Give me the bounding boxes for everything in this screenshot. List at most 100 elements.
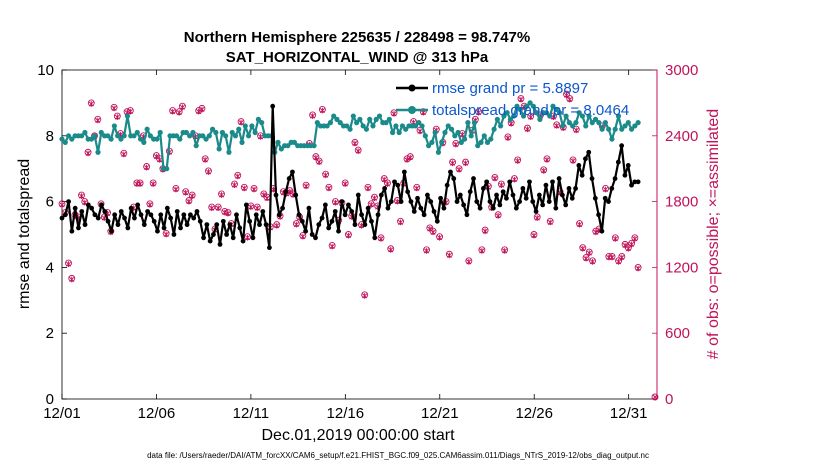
obs-assimilated-point: [554, 123, 560, 129]
x-tick-label: 12/21: [421, 405, 459, 422]
rmse-point: [122, 215, 127, 221]
rmse-point: [559, 192, 565, 198]
rmse-point: [204, 222, 210, 228]
spread-point: [216, 146, 222, 152]
rmse-point: [85, 202, 91, 208]
obs-assimilated-point: [515, 158, 521, 164]
obs-assimilated-point: [231, 182, 238, 189]
rmse-point: [263, 222, 269, 228]
spread-point: [386, 116, 392, 122]
rmse-point: [230, 235, 236, 241]
rmse-point: [76, 225, 81, 231]
spread-point: [507, 116, 514, 122]
spread-point: [550, 103, 556, 109]
obs-assimilated-point: [453, 141, 459, 148]
spread-series: [59, 100, 641, 172]
rmse-point: [464, 212, 470, 218]
obs-assimilated-point: [450, 160, 456, 167]
obs-assimilated-point: [183, 189, 189, 196]
rmse-point: [102, 209, 108, 214]
chart-title-line1: Northern Hemisphere 225635 / 228498 = 98…: [184, 29, 530, 46]
obs-assimilated-point: [495, 212, 501, 219]
rmse-point: [550, 179, 555, 185]
rmse-point: [385, 205, 391, 211]
spread-point: [275, 139, 281, 145]
obs-assimilated-point: [586, 250, 592, 257]
rmse-point: [250, 235, 256, 241]
rmse-point: [220, 218, 226, 224]
rmse-point: [326, 225, 332, 231]
rmse-point: [359, 212, 364, 218]
rmse-point: [296, 212, 302, 218]
obs-assimilated-point: [173, 186, 179, 193]
obs-assimilated-point: [300, 233, 306, 240]
rmse-point: [92, 212, 98, 218]
obs-assimilated-point: [479, 248, 485, 254]
obs-assimilated-point: [95, 117, 101, 124]
rmse-point: [240, 238, 246, 244]
obs-assimilated-point: [150, 181, 156, 187]
rmse-point: [480, 186, 486, 191]
spread-point: [255, 116, 262, 122]
rmse-point: [401, 169, 407, 175]
spread-point: [144, 126, 150, 132]
legend: rmse grand pr = 5.8897 totalspread grand…: [396, 80, 629, 119]
rmse-point: [349, 209, 355, 214]
spread-point: [223, 133, 229, 139]
rmse-point: [62, 212, 68, 218]
obs-assimilated-point: [528, 114, 534, 121]
spread-point: [331, 113, 337, 119]
spread-point: [337, 120, 343, 126]
spread-point: [354, 120, 360, 126]
rmse-point: [336, 228, 341, 234]
spread-point: [586, 113, 592, 119]
obs-assimilated-point: [394, 198, 400, 205]
spread-point: [157, 129, 163, 136]
rmse-point: [273, 192, 279, 198]
spread-point: [121, 133, 127, 139]
y-left-tick-label: 4: [46, 259, 54, 276]
obs-assimilated-point: [274, 222, 280, 229]
rmse-point: [115, 222, 121, 228]
obs-assimilated-point: [313, 154, 319, 161]
obs-assimilated-point: [121, 151, 127, 158]
rmse-point: [527, 179, 532, 185]
obs-assimilated-point: [218, 192, 225, 198]
spread-point: [435, 149, 442, 155]
rmse-point: [181, 212, 187, 218]
obs-assimilated-point: [368, 202, 374, 208]
spread-point: [543, 110, 550, 116]
rmse-point: [474, 199, 480, 205]
x-tick-label: 12/01: [43, 405, 81, 422]
rmse-point: [257, 222, 262, 228]
obs-assimilated-point: [352, 140, 358, 147]
spread-point: [360, 123, 366, 129]
spread-point: [419, 123, 425, 129]
rmse-point: [484, 179, 490, 185]
obs-assimilated-point: [144, 164, 150, 171]
rmse-point: [487, 199, 493, 205]
spread-point: [426, 143, 432, 149]
obs-assimilated-point: [612, 236, 618, 242]
rmse-point: [438, 195, 443, 201]
obs-assimilated-point: [326, 185, 332, 192]
rmse-point: [569, 195, 575, 201]
spread-point: [98, 129, 104, 136]
obs-assimilated-point: [196, 108, 202, 115]
obs-assimilated-point: [544, 157, 550, 163]
spread-point: [615, 113, 622, 119]
rmse-point: [494, 192, 499, 198]
rmse-point: [105, 218, 111, 224]
obs-assimilated-point: [635, 265, 641, 272]
spread-point: [105, 133, 111, 139]
spread-point: [563, 113, 569, 119]
obs-assimilated-point: [534, 215, 540, 221]
spread-point: [79, 133, 85, 139]
spread-point: [226, 149, 232, 155]
y-right-tick-label: 2400: [665, 128, 698, 145]
rmse-point: [428, 199, 434, 205]
spread-point: [327, 120, 334, 126]
spread-point: [592, 116, 599, 122]
spread-point: [164, 166, 170, 172]
